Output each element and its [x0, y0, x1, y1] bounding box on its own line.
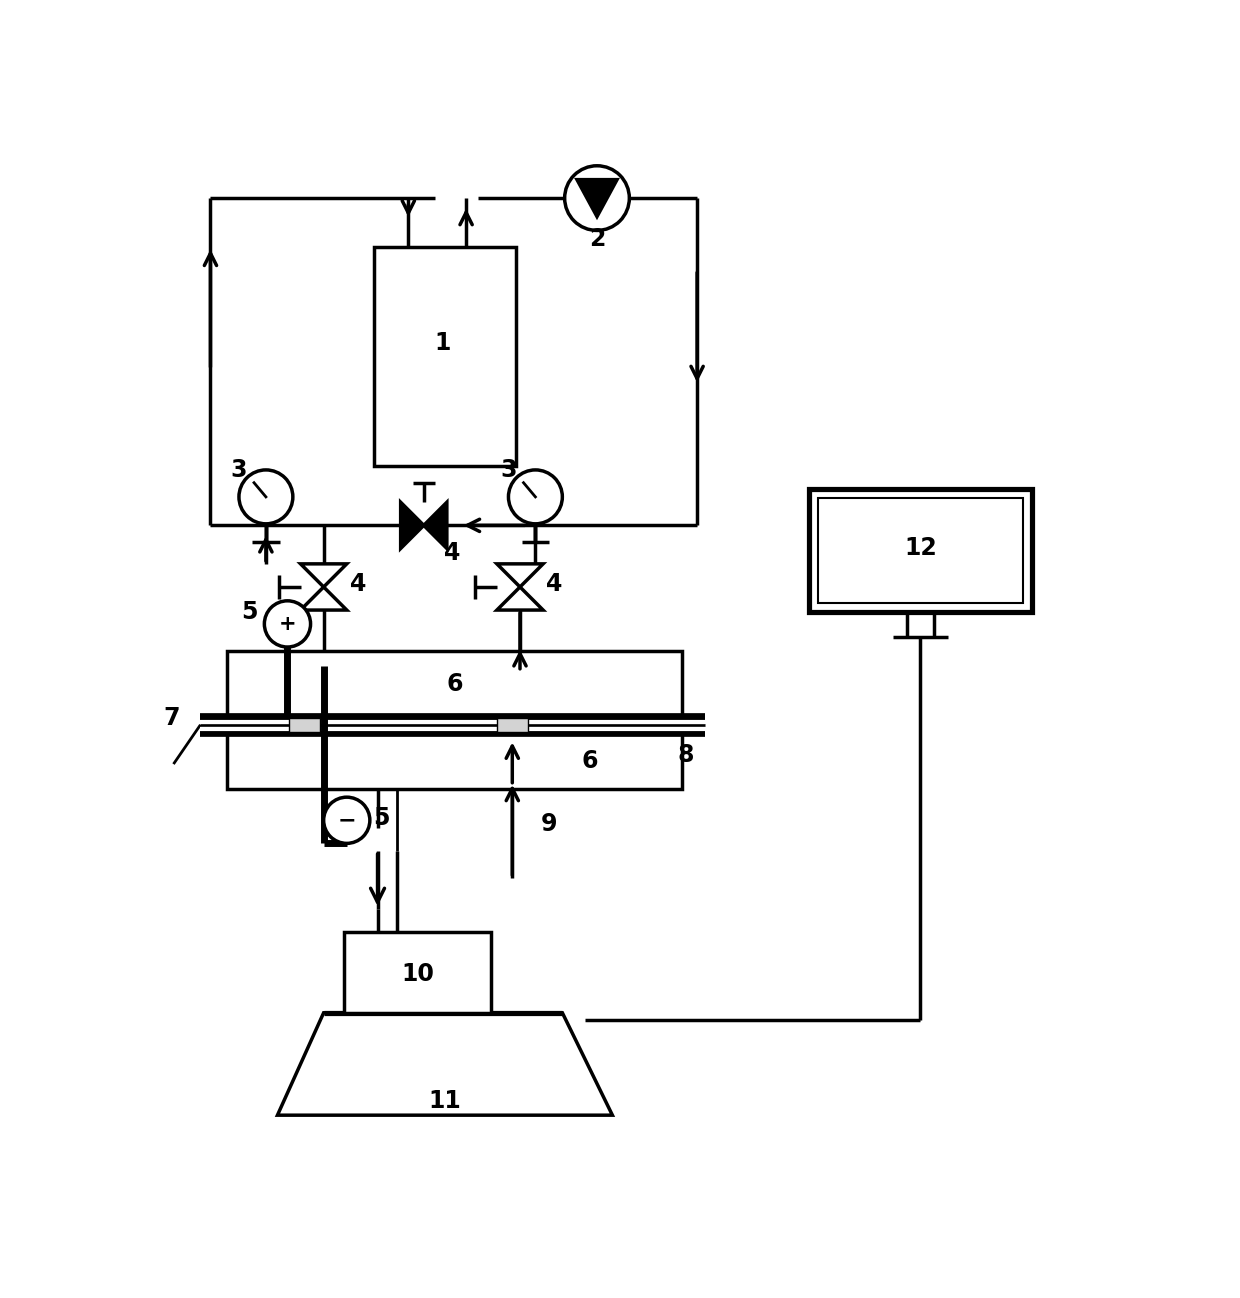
Text: 4: 4 — [350, 572, 367, 596]
Circle shape — [508, 470, 563, 524]
Bar — [818, 498, 1023, 604]
Bar — [289, 718, 320, 732]
Bar — [373, 247, 516, 466]
Text: 9: 9 — [541, 813, 558, 836]
Circle shape — [239, 470, 293, 524]
Polygon shape — [300, 563, 347, 587]
Polygon shape — [497, 587, 543, 610]
Polygon shape — [424, 502, 446, 549]
Text: 2: 2 — [589, 227, 605, 251]
Circle shape — [324, 797, 370, 844]
Text: 8: 8 — [677, 742, 694, 767]
Circle shape — [564, 166, 630, 231]
Text: 6: 6 — [582, 749, 598, 774]
Bar — [345, 932, 491, 1012]
Text: +: + — [279, 614, 296, 633]
Text: 12: 12 — [904, 536, 936, 561]
Bar — [227, 732, 682, 789]
Text: 3: 3 — [231, 458, 247, 482]
Text: 5: 5 — [373, 806, 389, 829]
Text: 7: 7 — [164, 706, 180, 729]
Text: 4: 4 — [444, 541, 460, 565]
Polygon shape — [497, 563, 543, 587]
Text: 11: 11 — [428, 1089, 461, 1114]
Text: 10: 10 — [402, 962, 434, 986]
Polygon shape — [577, 179, 618, 217]
Text: 3: 3 — [500, 458, 517, 482]
Text: 5: 5 — [241, 601, 257, 624]
Bar — [497, 718, 528, 732]
Polygon shape — [300, 587, 347, 610]
Text: −: − — [337, 810, 356, 831]
Polygon shape — [278, 1012, 613, 1115]
Bar — [227, 650, 682, 718]
Polygon shape — [401, 502, 424, 549]
Text: 6: 6 — [446, 672, 463, 696]
Circle shape — [264, 601, 310, 646]
Bar — [808, 489, 1032, 613]
Text: 4: 4 — [547, 572, 563, 596]
Text: 1: 1 — [435, 331, 451, 354]
